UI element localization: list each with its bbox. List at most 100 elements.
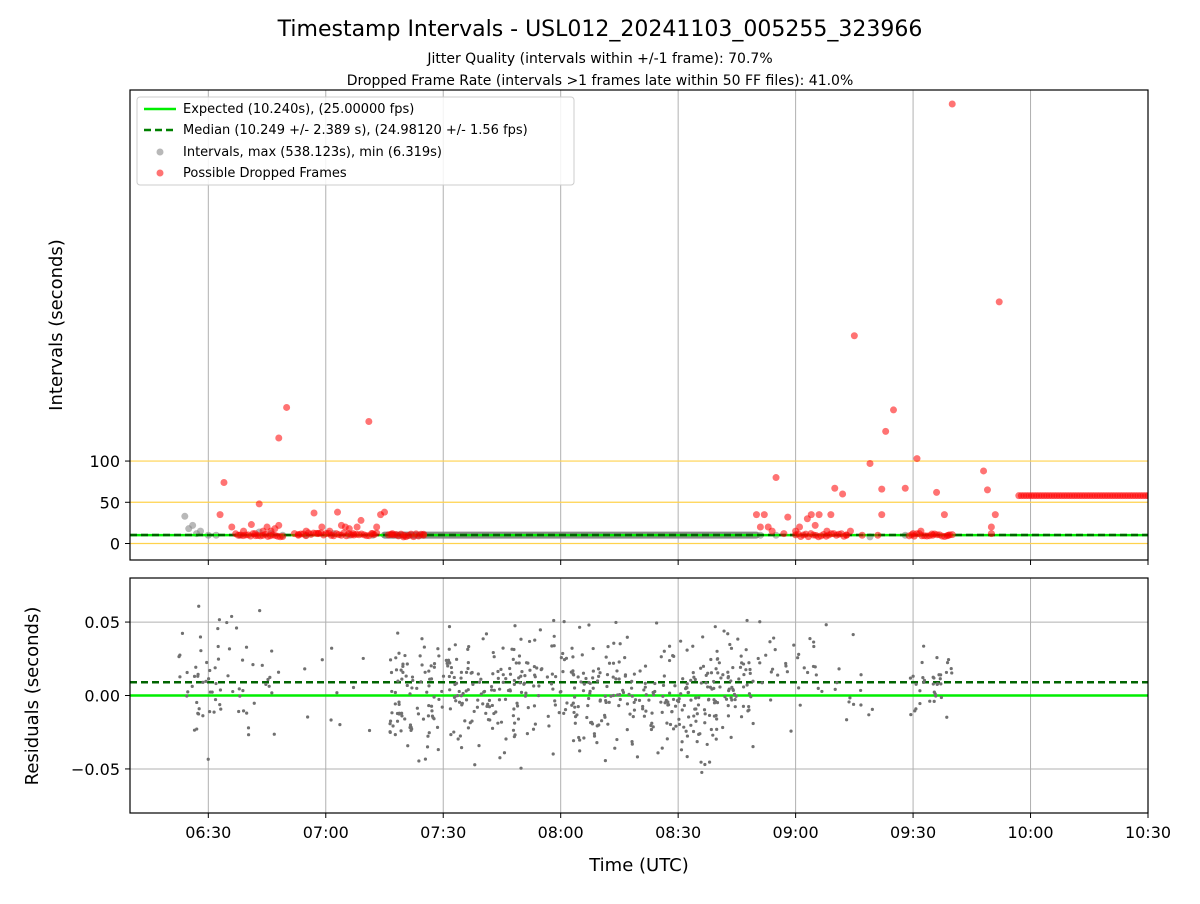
residual-cluster-2-point-334 xyxy=(401,670,405,674)
residual-cluster-2-point-400 xyxy=(578,749,582,753)
residual-cluster-2-point-504 xyxy=(617,677,621,681)
residual-cluster-2-point-175 xyxy=(519,766,523,770)
residual-cluster-1-point-1 xyxy=(330,646,334,650)
residual-cluster-2-point-109 xyxy=(459,694,463,698)
residual-cluster-2-point-518 xyxy=(389,670,394,675)
residual-cluster-2-point-496 xyxy=(550,644,554,648)
residual-cluster-2-point-144 xyxy=(661,694,665,698)
residual-cluster-4-point-21 xyxy=(933,692,937,696)
dropped-point-71 xyxy=(944,531,952,539)
residual-cluster-2-point-434 xyxy=(388,730,392,735)
residual-cluster-3-point-31 xyxy=(785,670,789,674)
residual-cluster-3-point-8 xyxy=(824,623,828,627)
residual-cluster-2-point-425 xyxy=(606,645,610,649)
residual-cluster-2-point-294 xyxy=(716,657,720,661)
residual-cluster-3-point-34 xyxy=(814,673,818,677)
residual-cluster-2-point-206 xyxy=(552,634,556,638)
dropped-point-45 xyxy=(796,523,804,531)
residual-cluster-2-point-519 xyxy=(450,671,454,675)
residual-cluster-0-point-50 xyxy=(258,609,262,613)
residual-cluster-2-point-286 xyxy=(679,748,684,752)
residual-cluster-2-point-269 xyxy=(447,674,451,679)
dropped-point-65 xyxy=(909,530,917,538)
residual-cluster-2-point-10 xyxy=(694,696,698,700)
residual-cluster-2-point-242 xyxy=(696,703,701,707)
top-axes: 0 50 100 xyxy=(89,452,1149,565)
bottom-axes: 06:30 07:00 07:30 08:00 08:30 09:00 09:30 10:00… xyxy=(71,613,1171,842)
residual-cluster-2-point-196 xyxy=(553,699,557,703)
residual-cluster-2-point-55 xyxy=(520,670,524,674)
residual-cluster-2-point-304 xyxy=(659,655,663,659)
residual-cluster-2-point-263 xyxy=(609,694,613,698)
residual-cluster-2-point-459 xyxy=(643,685,647,689)
residual-cluster-2-point-47 xyxy=(623,656,627,660)
residual-cluster-2-point-51 xyxy=(643,681,647,685)
residual-cluster-2-point-216 xyxy=(496,721,500,725)
chart-title: Timestamp Intervals - USL012_20241103_00… xyxy=(277,17,923,42)
residual-cluster-2-point-501 xyxy=(526,706,530,710)
residual-cluster-2-point-450 xyxy=(730,685,734,689)
residual-cluster-2-point-228 xyxy=(667,658,672,663)
residual-cluster-2-point-476 xyxy=(705,742,709,747)
residual-cluster-2-point-97 xyxy=(618,692,622,697)
residual-cluster-2-point-522 xyxy=(751,679,755,683)
residual-cluster-3-point-19 xyxy=(797,686,801,690)
dropped-point-35 xyxy=(420,531,428,539)
residual-cluster-3-point-20 xyxy=(776,673,780,677)
residual-cluster-3-point-39 xyxy=(784,664,788,668)
residual-cluster-2-point-321 xyxy=(625,635,629,639)
residual-cluster-2-point-110 xyxy=(406,744,410,748)
residual-cluster-2-point-198 xyxy=(437,697,441,702)
residual-cluster-2-point-482 xyxy=(582,682,586,686)
residual-cluster-3-point-23 xyxy=(867,713,871,717)
residual-cluster-2-point-491 xyxy=(569,670,573,674)
dropped-point-24 xyxy=(345,525,353,533)
residual-cluster-2-point-236 xyxy=(539,667,543,672)
dropped-point-48 xyxy=(811,521,819,529)
residual-cluster-2-point-439 xyxy=(689,698,693,702)
residual-cluster-2-point-276 xyxy=(717,661,721,665)
residual-cluster-2-point-85 xyxy=(697,696,701,700)
residual-cluster-4-point-11 xyxy=(945,661,950,665)
residual-cluster-2-point-161 xyxy=(673,684,677,688)
residual-cluster-2-point-282 xyxy=(558,690,562,694)
residual-cluster-2-point-6 xyxy=(661,683,666,688)
residual-cluster-2-point-375 xyxy=(638,669,642,673)
residual-cluster-2-point-56 xyxy=(404,674,408,678)
residual-cluster-2-point-132 xyxy=(455,657,459,661)
bottom-y-tick-label-2: 0.05 xyxy=(84,613,120,632)
residual-cluster-2-point-328 xyxy=(623,674,627,678)
residual-cluster-2-point-538 xyxy=(475,705,480,709)
residual-cluster-2-point-299 xyxy=(692,714,696,718)
dropped-point-41 xyxy=(772,474,780,482)
dropped-point-15 xyxy=(294,531,302,539)
residual-cluster-2-point-303 xyxy=(729,679,733,683)
residual-cluster-2-point-209 xyxy=(397,702,401,707)
residual-cluster-3-point-41 xyxy=(859,688,863,693)
residual-cluster-0-point-41 xyxy=(216,626,220,631)
residual-cluster-3-point-18 xyxy=(773,647,777,652)
residual-cluster-2-point-438 xyxy=(466,666,470,671)
residual-cluster-2-point-544 xyxy=(452,695,457,700)
dropped-point-74 xyxy=(983,486,991,494)
residual-cluster-0-point-19 xyxy=(201,714,205,718)
dropped-point-33 xyxy=(388,530,396,538)
top-y-tick-label-2: 100 xyxy=(89,452,120,471)
dropped-point-13 xyxy=(283,403,291,411)
residual-cluster-2-point-559 xyxy=(598,671,602,675)
residual-cluster-2-point-332 xyxy=(515,701,519,705)
residual-cluster-2-point-473 xyxy=(666,703,670,707)
residual-cluster-4-point-4 xyxy=(911,674,915,678)
residual-cluster-2-point-72 xyxy=(680,708,684,712)
residual-cluster-2-point-301 xyxy=(452,675,456,680)
dropped-point-50 xyxy=(823,527,831,535)
residual-cluster-2-point-507 xyxy=(603,759,608,763)
residual-cluster-4-point-22 xyxy=(944,670,949,675)
residual-cluster-2-point-83 xyxy=(591,686,595,690)
residual-cluster-2-point-250 xyxy=(666,700,670,704)
residual-cluster-0-point-49 xyxy=(219,707,223,711)
residual-cluster-2-point-531 xyxy=(603,694,607,698)
residual-cluster-0-point-1 xyxy=(208,710,212,714)
residual-cluster-0-point-18 xyxy=(180,631,185,635)
